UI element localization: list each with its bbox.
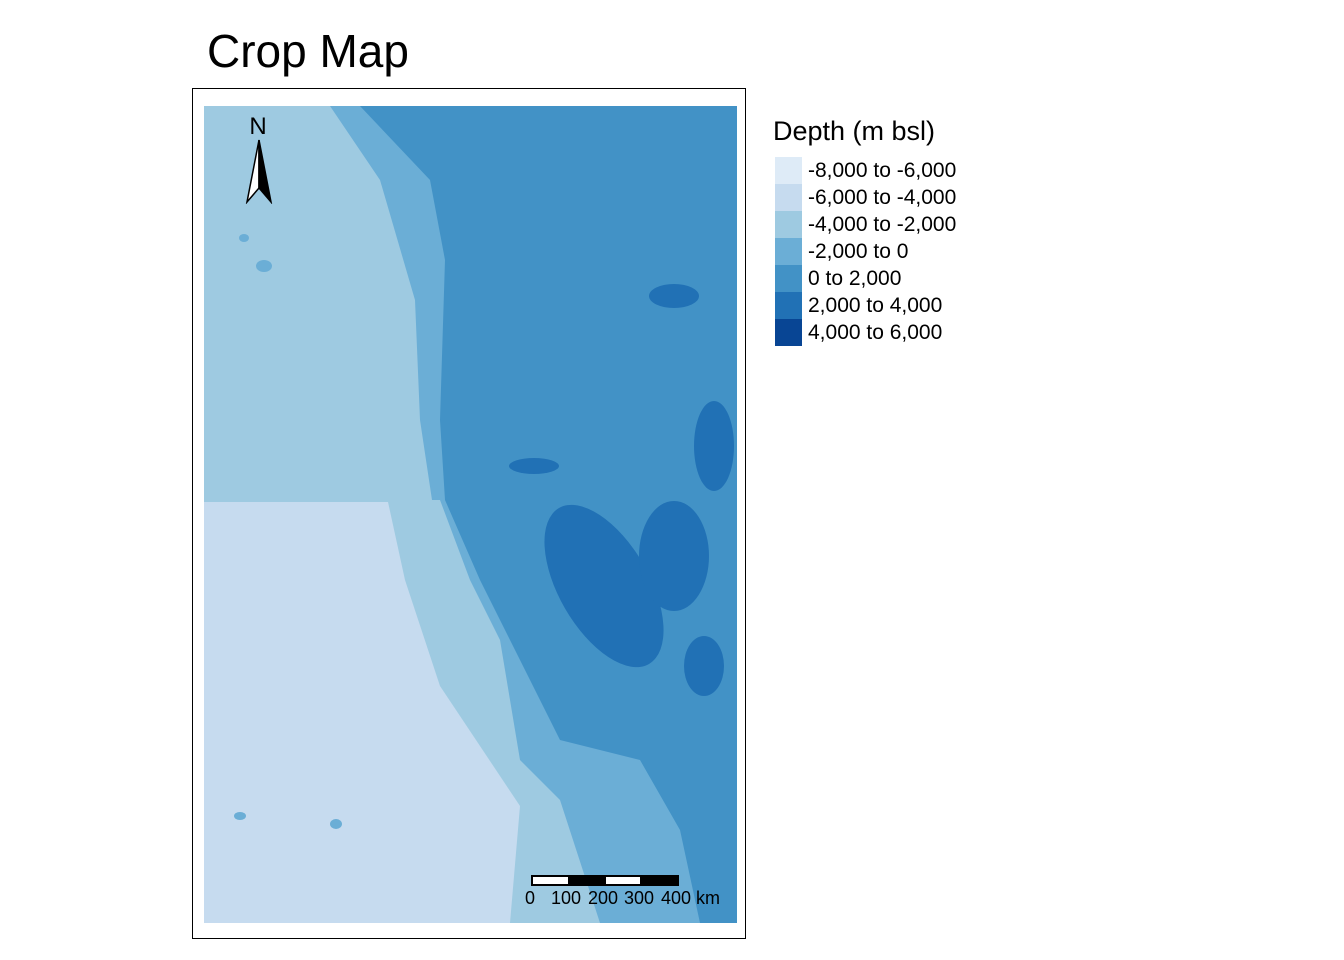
legend-swatch <box>775 292 802 319</box>
legend-swatch <box>775 184 802 211</box>
scale-label-300: 300 <box>624 888 655 908</box>
legend-label: -4,000 to -2,000 <box>808 212 957 236</box>
map-title: Crop Map <box>207 25 409 77</box>
legend-swatch <box>775 238 802 265</box>
legend-label: 0 to 2,000 <box>808 266 902 290</box>
legend-item: 2,000 to 4,000 <box>775 292 942 319</box>
region-highlands-2000-4000 <box>509 284 734 696</box>
scale-label-100: 100 <box>551 888 582 908</box>
legend-item: 4,000 to 6,000 <box>775 319 942 346</box>
legend-item: -6,000 to -4,000 <box>775 184 956 211</box>
islands <box>234 234 342 829</box>
scale-label-0: 0 <box>525 888 536 908</box>
legend-item: -8,000 to -6,000 <box>775 157 956 184</box>
legend-label: -8,000 to -6,000 <box>808 158 957 182</box>
legend-swatch <box>775 265 802 292</box>
depth-raster-map <box>204 106 737 923</box>
legend-label: -2,000 to 0 <box>808 239 909 263</box>
north-label: N <box>249 113 266 140</box>
legend-label: 4,000 to 6,000 <box>808 320 943 344</box>
scale-bar <box>531 875 679 886</box>
legend-label: 2,000 to 4,000 <box>808 293 943 317</box>
legend-item: -2,000 to 0 <box>775 238 908 265</box>
legend-swatch <box>775 319 802 346</box>
scale-label-200: 200 <box>588 888 619 908</box>
scale-label-400: 400 km <box>661 888 721 908</box>
legend-title: Depth (m bsl) <box>773 116 936 146</box>
legend-label: -6,000 to -4,000 <box>808 185 957 209</box>
legend-item: 0 to 2,000 <box>775 265 901 292</box>
north-arrow-icon: N <box>245 113 273 204</box>
region-land-0-2000 <box>360 106 737 923</box>
legend-item: -4,000 to -2,000 <box>775 211 956 238</box>
legend-swatch <box>775 157 802 184</box>
map-frame <box>192 88 746 939</box>
legend-swatch <box>775 211 802 238</box>
